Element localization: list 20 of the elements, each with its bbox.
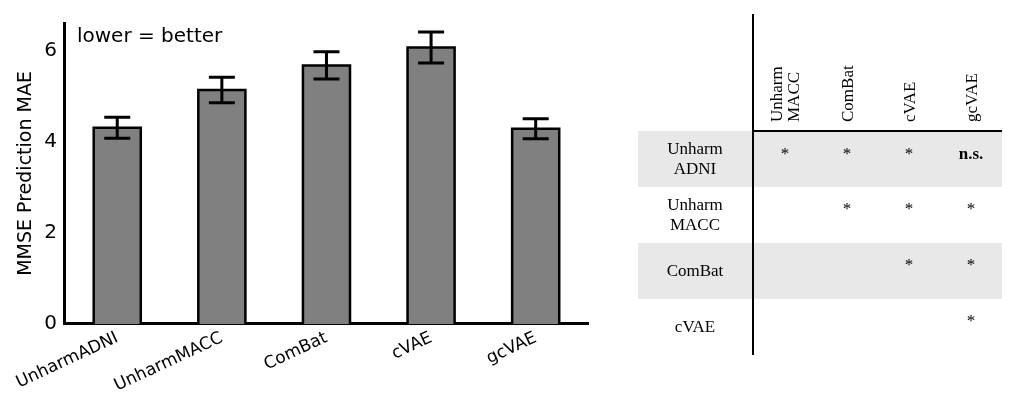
y-tick-label: Unharm ADNI — [666, 139, 724, 179]
y-tick-label: 4 — [44, 127, 57, 152]
y-tick-label: Unharm MACC — [666, 195, 724, 235]
x-tick-label: cVAE — [899, 80, 919, 122]
x-tick-label: cVAE — [387, 326, 435, 363]
x-tick-label: gcVAE — [961, 72, 981, 122]
y-tick-label: 6 — [44, 36, 57, 61]
x-tick-label: ComBat — [837, 64, 857, 122]
x-tick-label: Unharm MACC — [767, 65, 803, 122]
text: * — [966, 311, 976, 330]
annotation: lower = better — [76, 23, 224, 48]
shaded-row: ComBat * * — [638, 243, 1002, 299]
y-tick-label: 0 — [44, 310, 57, 335]
y-axis-title: MMSE Prediction MAE — [12, 71, 35, 276]
shaded-row: Unharm ADNI * * * n.s. — [638, 131, 1002, 187]
y-tick-label: ComBat — [665, 261, 725, 281]
text: * — [904, 199, 914, 218]
text: * — [966, 199, 976, 218]
text: * — [842, 199, 852, 218]
y-tick-label: 2 — [44, 218, 57, 243]
